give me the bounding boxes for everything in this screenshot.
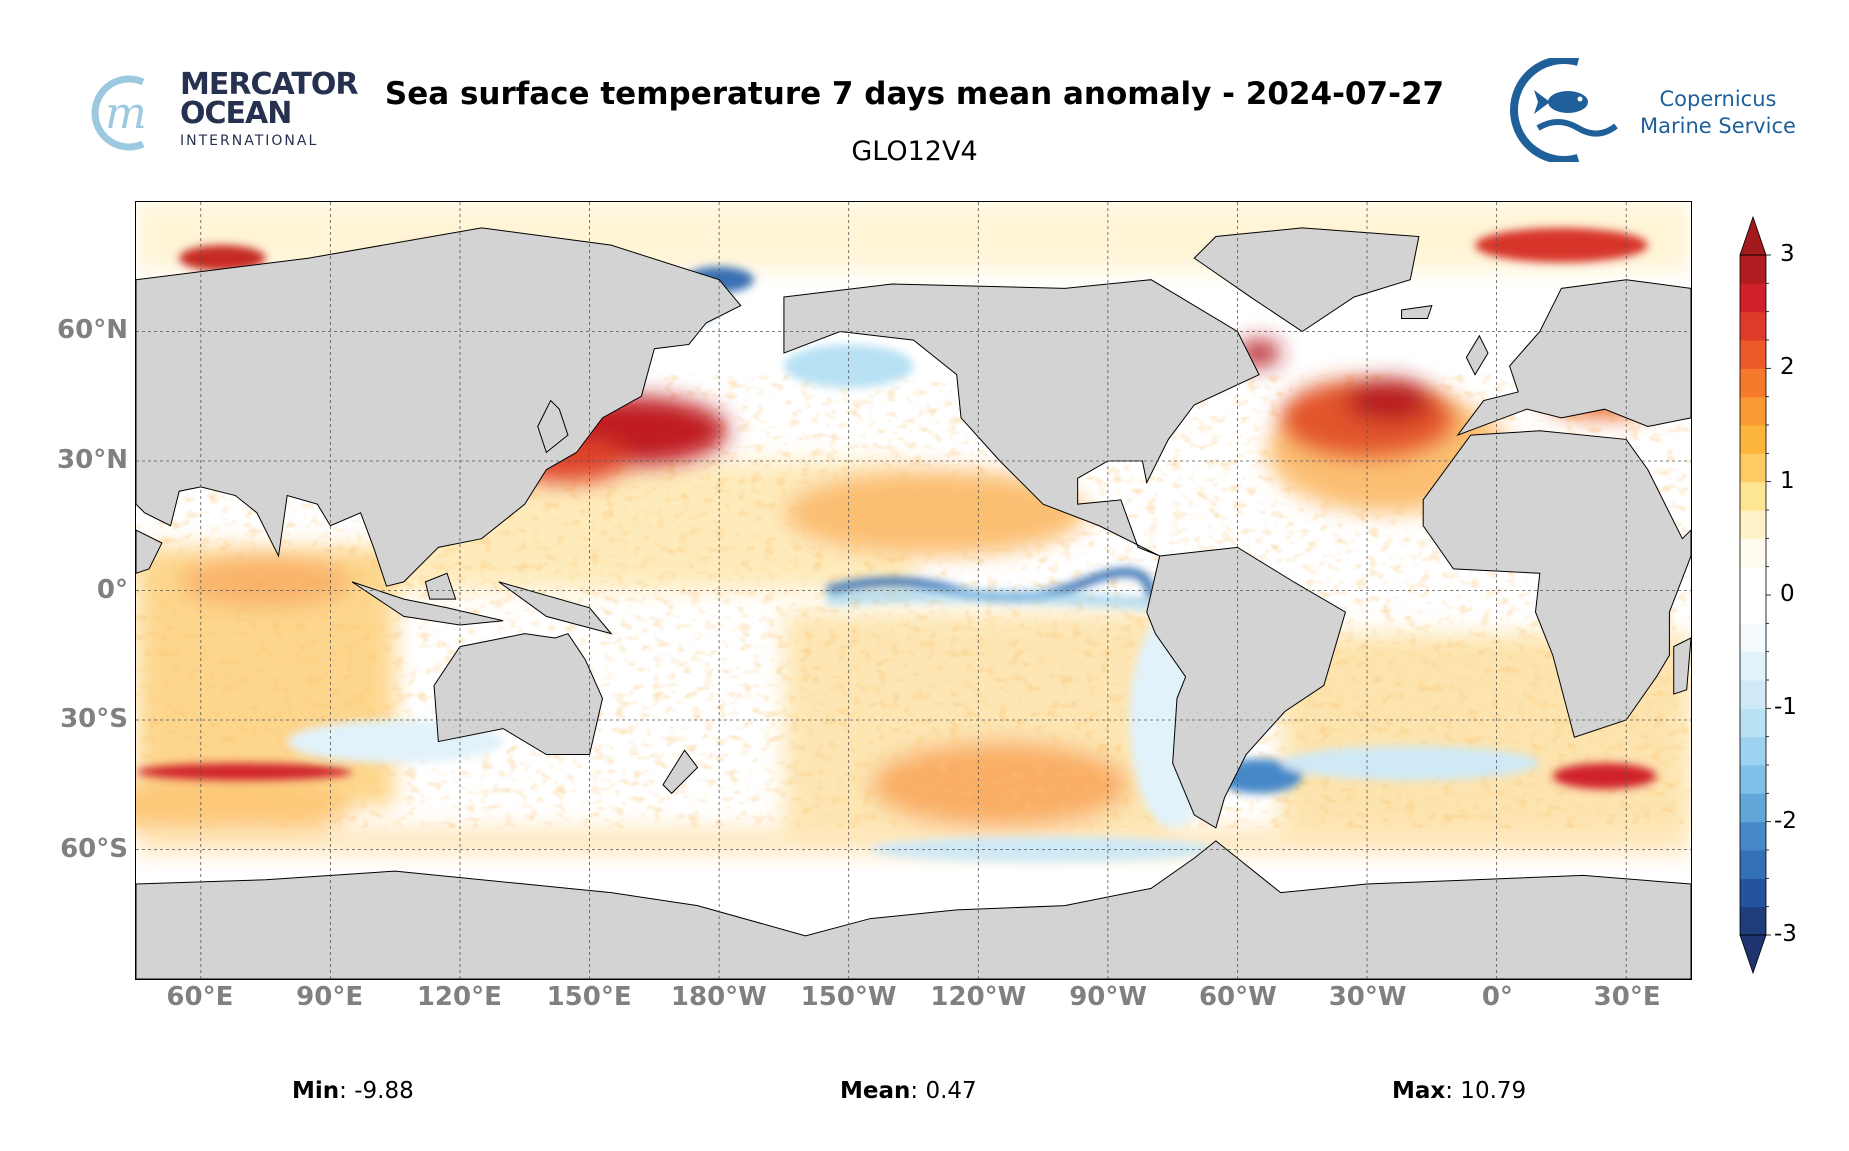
land-horn-of-africa [136,530,162,573]
land-australia [434,634,602,755]
x-tick-label: 180°W [670,982,767,1012]
x-tick-label: 90°E [296,982,364,1012]
colorbar-segment [1740,311,1766,341]
land-new-zealand [663,750,698,793]
y-tick-label: 0° [96,574,128,605]
sst-anomaly-map [136,202,1691,979]
x-tick-label: 60°E [166,982,234,1012]
colorbar-segment [1740,425,1766,454]
land-uk [1466,336,1488,375]
copernicus-line1: Copernicus [1659,87,1777,111]
stat-min-value: : -9.88 [339,1078,414,1104]
colorbar-segment [1740,538,1766,568]
land-north-america [784,280,1259,556]
mercator-m-icon: m [91,75,147,151]
colorbar-tick-label: 1 [1780,467,1795,494]
colorbar-segment [1740,623,1766,653]
colorbar-segment [1740,368,1766,398]
x-tick-label: 120°E [416,982,502,1012]
colorbar-segment [1740,906,1766,936]
colorbar-segment [1740,595,1766,624]
x-tick-label: 150°W [800,982,897,1012]
colorbar-segment [1740,765,1766,794]
colorbar-segment [1740,481,1766,511]
stat-min: Min: -9.88 [292,1078,414,1104]
stat-mean-label: Mean [840,1078,911,1104]
colorbar-segment [1740,566,1766,596]
y-tick-label: 60°S [60,834,128,865]
stat-max-label: Max [1392,1078,1446,1104]
colorbar-under-arrow [1739,934,1767,975]
y-tick-label: 30°S [60,704,128,735]
land-greenland [1194,228,1419,332]
colorbar-segment [1740,453,1766,483]
x-tick-label: 90°W [1069,982,1148,1012]
colorbar-segment [1740,340,1766,369]
colorbar-segment [1740,793,1766,823]
colorbar-segment [1740,850,1766,879]
colorbar-segment [1740,283,1766,313]
land-europe [1458,280,1691,435]
colorbar-segment [1740,736,1766,766]
colorbar-tick-label: 0 [1780,581,1795,607]
chart-subtitle: GLO12V4 [851,136,978,167]
stat-max: Max: 10.79 [1392,1078,1526,1104]
land-africa [1423,431,1691,737]
y-tick-label: 30°N [57,444,128,475]
land-south-america [1147,547,1346,828]
x-tick-label: 0° [1481,982,1513,1012]
land-japan [538,401,568,453]
mercator-ocean-logo: m [91,72,351,154]
colorbar-segment [1740,821,1766,851]
colorbar-tick-label: -2 [1774,807,1797,834]
colorbar-tick-label: -1 [1774,694,1797,721]
colorbar-segment [1740,255,1766,284]
x-tick-label: 120°W [930,982,1027,1012]
map-plot-area [135,201,1692,980]
y-tick-label: 60°N [57,314,128,345]
copernicus-logo-text: Copernicus Marine Service [1640,86,1796,140]
colorbar-over-arrow [1739,215,1767,256]
land-indonesia [352,573,611,633]
stat-max-value: : 10.79 [1445,1078,1527,1104]
x-tick-label: 60°W [1198,982,1277,1012]
mercator-line2: OCEAN [180,96,292,131]
colorbar-segment [1740,396,1766,426]
x-tick-label: 30°E [1593,982,1661,1012]
stat-min-label: Min [292,1078,340,1104]
mercator-line3: INTERNATIONAL [180,133,319,149]
chart-title: Sea surface temperature 7 days mean anom… [384,76,1445,112]
colorbar [1739,215,1771,975]
colorbar-segment [1740,651,1766,681]
colorbar-segment [1740,878,1766,908]
stat-mean: Mean: 0.47 [840,1078,977,1104]
colorbar-tick-label: 3 [1780,241,1795,267]
colorbar-tick-label: -3 [1774,921,1797,947]
copernicus-line2: Marine Service [1640,114,1796,138]
land-antarctica [136,841,1691,979]
copernicus-fish-icon [1510,58,1618,162]
gridlines [136,202,1691,979]
x-tick-label: 30°W [1328,982,1407,1012]
colorbar-segment [1740,510,1766,539]
land-madagascar [1674,638,1691,694]
x-tick-label: 150°E [546,982,632,1012]
stat-mean-value: : 0.47 [910,1078,977,1104]
colorbar-tick-label: 2 [1780,354,1795,381]
mercator-logo-text: MERCATOR OCEAN [180,67,358,131]
colorbar-segment [1740,680,1766,709]
colorbar-segment [1740,708,1766,738]
land-iceland [1402,306,1432,319]
mercator-line1: MERCATOR [180,67,358,102]
svg-text:m: m [105,88,147,139]
